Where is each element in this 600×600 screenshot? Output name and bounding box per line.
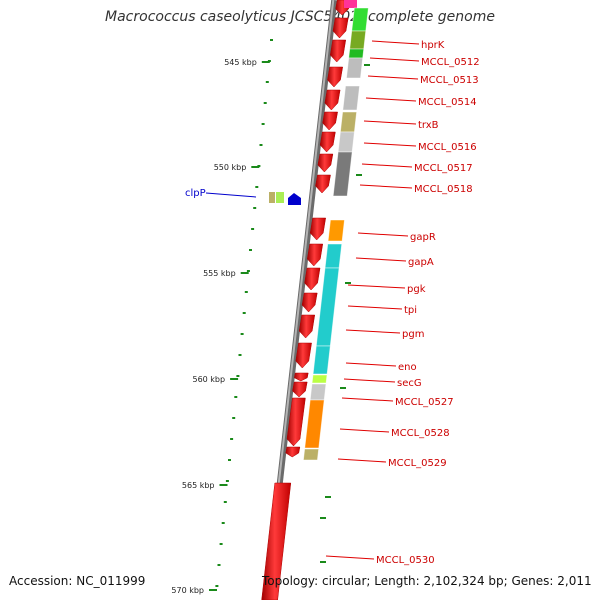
feature-block	[332, 151, 353, 197]
gene-leader-line	[341, 397, 394, 402]
gene-label: MCCL_0518	[414, 184, 473, 195]
clpP-leader-line	[205, 192, 257, 198]
kbp-label: 555 kbp	[203, 269, 236, 278]
gene-leader-line	[363, 120, 417, 125]
gene-leader-line	[371, 40, 420, 45]
gene-leader-line	[343, 378, 396, 383]
topology-text: Topology: circular; Length: 2,102,324 bp…	[262, 574, 592, 588]
accession-text: Accession: NC_011999	[9, 574, 146, 588]
feature-block	[269, 192, 275, 203]
feature-block	[351, 7, 369, 32]
cds-arrow	[294, 372, 309, 382]
gene-leader-line	[347, 284, 406, 289]
gene-leader-line	[347, 305, 403, 310]
cds-arrow	[327, 66, 344, 88]
cds-arrow	[304, 267, 321, 291]
gene-leader-line	[345, 362, 397, 367]
feature-block	[311, 374, 328, 384]
cds-arrow	[317, 153, 334, 173]
cds-arrow	[261, 482, 292, 600]
feature-block	[342, 85, 361, 111]
gene-label: MCCL_0528	[391, 428, 450, 439]
kbp-label: 560 kbp	[192, 375, 225, 384]
kbp-label: 565 kbp	[182, 481, 215, 490]
gene-label: MCCL_0530	[376, 555, 435, 566]
cds-arrow	[330, 39, 347, 63]
feature-block	[327, 219, 345, 242]
feature-block	[344, 0, 357, 8]
map-title: Macrococcus caseolyticus JCSC5402, compl…	[105, 9, 495, 25]
gene-leader-line	[345, 329, 401, 334]
cds-arrow	[286, 397, 306, 447]
cds-arrow	[292, 381, 308, 398]
feature-block	[304, 399, 325, 449]
feature-block	[349, 30, 367, 50]
gene-label: MCCL_0517	[414, 163, 473, 174]
gene-label: MCCL_0529	[388, 458, 447, 469]
gene-label: trxB	[418, 120, 439, 131]
clpP-label: clpP	[185, 188, 206, 199]
kbp-label: 545 kbp	[224, 58, 257, 67]
gene-label: tpi	[404, 305, 417, 316]
feature-block	[337, 131, 355, 153]
cds-arrow	[309, 217, 326, 241]
feature-block	[339, 111, 358, 133]
cds-arrow	[298, 314, 316, 339]
cds-arrow	[301, 292, 318, 313]
cds-arrow	[322, 111, 338, 131]
feature-block	[276, 192, 284, 203]
cds-arrow	[324, 89, 341, 111]
feature-block	[324, 243, 343, 269]
gene-label: eno	[398, 362, 417, 373]
gene-leader-line	[339, 428, 390, 433]
gene-leader-line	[325, 555, 375, 560]
gene-leader-line	[337, 458, 387, 463]
cds-arrow	[285, 446, 301, 458]
gene-label: pgm	[402, 329, 424, 340]
cds-arrow	[295, 342, 312, 369]
feature-block	[315, 267, 340, 347]
gene-label: pgk	[407, 284, 426, 295]
gene-label: gapR	[410, 232, 436, 243]
gene-label: MCCL_0513	[420, 75, 479, 86]
gene-label: MCCL_0527	[395, 397, 454, 408]
gene-leader-line	[363, 142, 417, 147]
cds-arrow	[307, 243, 324, 267]
kbp-label: 550 kbp	[214, 163, 247, 172]
cds-arrow	[319, 131, 336, 153]
gene-leader-line	[355, 257, 407, 262]
feature-block	[309, 383, 327, 401]
gene-leader-line	[365, 97, 417, 102]
gene-leader-line	[369, 57, 420, 62]
gene-label: hprK	[421, 40, 445, 51]
cds-arrow	[332, 17, 349, 39]
gene-leader-line	[361, 163, 413, 168]
gene-label: gapA	[408, 257, 434, 268]
gene-leader-line	[367, 75, 419, 80]
feature-block	[346, 57, 364, 79]
gene-label: MCCL_0516	[418, 142, 477, 153]
gene-label: secG	[397, 378, 422, 389]
kbp-label: 570 kbp	[171, 586, 204, 595]
clpP-arrow	[288, 193, 301, 205]
feature-block	[348, 48, 365, 59]
gene-leader-line	[359, 184, 413, 189]
gene-leader-line	[357, 232, 409, 237]
gene-label: MCCL_0514	[418, 97, 477, 108]
feature-block	[312, 345, 331, 375]
gene-label: MCCL_0512	[421, 57, 480, 68]
feature-block	[302, 448, 320, 461]
cds-arrow	[315, 174, 331, 194]
